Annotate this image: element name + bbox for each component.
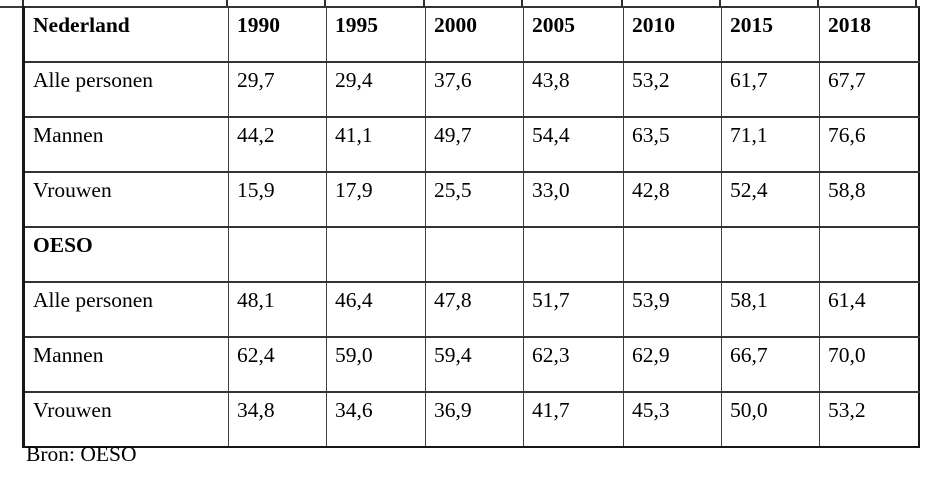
- value-cell: 34,8: [228, 391, 327, 447]
- value-cell: 53,2: [623, 61, 722, 117]
- value-cell: 41,7: [523, 391, 624, 447]
- value-cell: 67,7: [819, 61, 919, 117]
- value-cell: 37,6: [425, 61, 524, 117]
- value-cell: 59,0: [326, 336, 426, 392]
- value-cell: 58,8: [819, 171, 919, 227]
- value-cell: 25,5: [425, 171, 524, 227]
- year-header-cell: 1990: [228, 6, 327, 62]
- crop-stub: [915, 0, 917, 7]
- value-cell: [523, 226, 624, 282]
- value-cell: 52,4: [721, 171, 820, 227]
- value-cell: 54,4: [523, 116, 624, 172]
- value-cell: 63,5: [623, 116, 722, 172]
- value-cell: 58,1: [721, 281, 820, 337]
- value-cell: 42,8: [623, 171, 722, 227]
- value-cell: 46,4: [326, 281, 426, 337]
- year-header-cell: 2010: [623, 6, 722, 62]
- statistics-table: Nederland 1990 1995 2000 2005 2010 2015 …: [22, 6, 920, 448]
- value-cell: [326, 226, 426, 282]
- value-cell: [623, 226, 722, 282]
- value-cell: 43,8: [523, 61, 624, 117]
- table-row: Vrouwen 15,9 17,9 25,5 33,0 42,8 52,4 58…: [23, 171, 919, 227]
- value-cell: 44,2: [228, 116, 327, 172]
- row-label-cell: Mannen: [23, 116, 229, 172]
- row-label-cell: Alle personen: [23, 281, 229, 337]
- value-cell: 51,7: [523, 281, 624, 337]
- value-cell: 29,4: [326, 61, 426, 117]
- section-header-row: OESO: [23, 226, 919, 282]
- crop-stub: [226, 0, 228, 7]
- year-header-cell: 2005: [523, 6, 624, 62]
- year-header-cell: 1995: [326, 6, 426, 62]
- row-label-cell: Mannen: [23, 336, 229, 392]
- value-cell: 15,9: [228, 171, 327, 227]
- year-header-cell: 2015: [721, 6, 820, 62]
- crop-stub: [817, 0, 819, 7]
- value-cell: 17,9: [326, 171, 426, 227]
- value-cell: 34,6: [326, 391, 426, 447]
- value-cell: 47,8: [425, 281, 524, 337]
- value-cell: 62,9: [623, 336, 722, 392]
- value-cell: 59,4: [425, 336, 524, 392]
- value-cell: [425, 226, 524, 282]
- value-cell: 66,7: [721, 336, 820, 392]
- year-header-cell: 2000: [425, 6, 524, 62]
- value-cell: 76,6: [819, 116, 919, 172]
- value-cell: 62,3: [523, 336, 624, 392]
- table-row: Vrouwen 34,8 34,6 36,9 41,7 45,3 50,0 53…: [23, 391, 919, 447]
- value-cell: [228, 226, 327, 282]
- value-cell: 61,4: [819, 281, 919, 337]
- value-cell: 36,9: [425, 391, 524, 447]
- value-cell: 45,3: [623, 391, 722, 447]
- table-row: Mannen 44,2 41,1 49,7 54,4 63,5 71,1 76,…: [23, 116, 919, 172]
- crop-stub: [423, 0, 425, 7]
- crop-stub: [521, 0, 523, 7]
- crop-stub: [719, 0, 721, 7]
- section-header-cell: Nederland: [23, 6, 229, 62]
- row-label-cell: Vrouwen: [23, 171, 229, 227]
- table-row: Alle personen 29,7 29,4 37,6 43,8 53,2 6…: [23, 61, 919, 117]
- value-cell: 70,0: [819, 336, 919, 392]
- value-cell: 53,9: [623, 281, 722, 337]
- source-note: Bron: OESO: [26, 442, 137, 466]
- row-label-cell: Vrouwen: [23, 391, 229, 447]
- value-cell: [721, 226, 820, 282]
- value-cell: 29,7: [228, 61, 327, 117]
- value-cell: 71,1: [721, 116, 820, 172]
- cropped-row-border: [0, 6, 24, 8]
- crop-stub: [22, 0, 24, 7]
- row-label-cell: Alle personen: [23, 61, 229, 117]
- crop-stub: [324, 0, 326, 7]
- table-row: Mannen 62,4 59,0 59,4 62,3 62,9 66,7 70,…: [23, 336, 919, 392]
- year-header-cell: 2018: [819, 6, 919, 62]
- table-row: Alle personen 48,1 46,4 47,8 51,7 53,9 5…: [23, 281, 919, 337]
- value-cell: 53,2: [819, 391, 919, 447]
- value-cell: [819, 226, 919, 282]
- value-cell: 33,0: [523, 171, 624, 227]
- crop-stub: [621, 0, 623, 7]
- value-cell: 41,1: [326, 116, 426, 172]
- value-cell: 62,4: [228, 336, 327, 392]
- table-header-row: Nederland 1990 1995 2000 2005 2010 2015 …: [23, 6, 919, 62]
- value-cell: 49,7: [425, 116, 524, 172]
- value-cell: 61,7: [721, 61, 820, 117]
- value-cell: 50,0: [721, 391, 820, 447]
- value-cell: 48,1: [228, 281, 327, 337]
- section-header-cell: OESO: [23, 226, 229, 282]
